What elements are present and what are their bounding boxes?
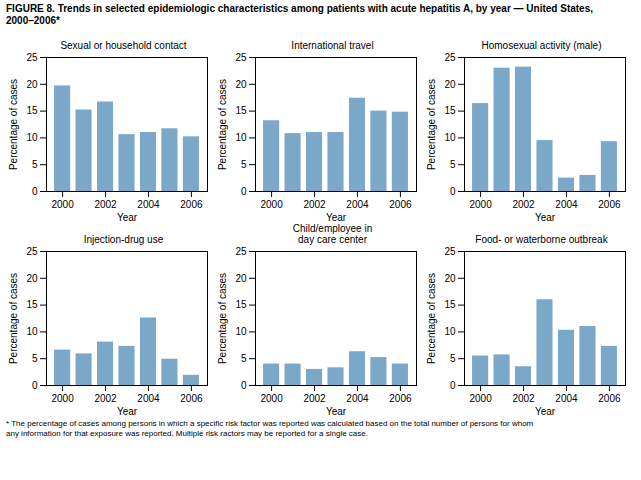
svg-text:10: 10 [444, 326, 456, 337]
svg-text:Percentage of cases: Percentage of cases [426, 79, 437, 170]
svg-text:25: 25 [26, 246, 38, 257]
svg-text:2000: 2000 [260, 393, 283, 404]
svg-text:0: 0 [241, 380, 247, 391]
svg-text:5: 5 [32, 353, 38, 364]
svg-text:2000: 2000 [260, 199, 283, 210]
svg-text:Year: Year [117, 406, 138, 417]
svg-text:2006: 2006 [180, 199, 203, 210]
svg-text:0: 0 [241, 186, 247, 197]
svg-text:0: 0 [32, 380, 38, 391]
html-text:Homosexual activity (male): Homosexual activity (male) [481, 40, 602, 51]
svg-text:2004: 2004 [346, 199, 369, 210]
svg-text:20: 20 [235, 273, 247, 284]
svg-text:2002: 2002 [303, 199, 326, 210]
svg-text:2000: 2000 [469, 199, 492, 210]
html-text:Food- or waterborne outbreak: Food- or waterborne outbreak [475, 234, 608, 245]
svg-text:2006: 2006 [180, 393, 203, 404]
html-text:FIGURE 8. Trends in selected e: FIGURE 8. Trends in selected epidemiolog… [6, 3, 593, 26]
svg-text:2006: 2006 [598, 393, 621, 404]
svg-text:Year: Year [535, 406, 556, 417]
svg-text:2000: 2000 [51, 393, 74, 404]
svg-text:5: 5 [241, 353, 247, 364]
svg-text:25: 25 [235, 246, 247, 257]
svg-text:20: 20 [444, 273, 456, 284]
svg-text:15: 15 [26, 299, 38, 310]
html-text:Injection-drug use: Injection-drug use [83, 234, 164, 245]
svg-text:Percentage of cases: Percentage of cases [217, 273, 228, 364]
svg-text:15: 15 [444, 299, 456, 310]
svg-text:2006: 2006 [389, 199, 412, 210]
svg-text:25: 25 [444, 52, 456, 63]
svg-text:0: 0 [32, 186, 38, 197]
svg-text:5: 5 [241, 159, 247, 170]
svg-text:5: 5 [450, 353, 456, 364]
svg-text:2002: 2002 [94, 393, 117, 404]
html-text:* The percentage of cases amon: * The percentage of cases among persons … [6, 419, 534, 438]
svg-text:5: 5 [32, 159, 38, 170]
svg-text:10: 10 [444, 132, 456, 143]
html-text:Child/employee in day care cen: Child/employee in day care center [292, 223, 373, 245]
svg-text:10: 10 [26, 132, 38, 143]
svg-text:Year: Year [326, 212, 347, 223]
svg-text:Year: Year [117, 212, 138, 223]
svg-text:2002: 2002 [94, 199, 117, 210]
svg-text:15: 15 [444, 105, 456, 116]
svg-text:15: 15 [26, 105, 38, 116]
svg-text:2002: 2002 [512, 393, 535, 404]
svg-text:20: 20 [26, 273, 38, 284]
svg-text:Percentage of cases: Percentage of cases [8, 79, 19, 170]
svg-text:20: 20 [444, 79, 456, 90]
svg-text:Percentage of cases: Percentage of cases [217, 79, 228, 170]
svg-text:Year: Year [535, 212, 556, 223]
svg-text:15: 15 [235, 299, 247, 310]
svg-text:Percentage of cases: Percentage of cases [426, 273, 437, 364]
svg-text:2002: 2002 [512, 199, 535, 210]
svg-text:10: 10 [235, 326, 247, 337]
svg-text:2004: 2004 [555, 393, 578, 404]
svg-text:2006: 2006 [598, 199, 621, 210]
svg-text:0: 0 [450, 380, 456, 391]
svg-text:20: 20 [235, 79, 247, 90]
svg-text:10: 10 [26, 326, 38, 337]
svg-text:2000: 2000 [469, 393, 492, 404]
svg-text:2004: 2004 [137, 393, 160, 404]
svg-text:2002: 2002 [303, 393, 326, 404]
html-text:Sexual or household contact: Sexual or household contact [60, 40, 187, 51]
svg-text:2004: 2004 [555, 199, 578, 210]
svg-text:2004: 2004 [346, 393, 369, 404]
svg-text:15: 15 [235, 105, 247, 116]
html-text:International travel: International travel [291, 40, 374, 51]
svg-text:0: 0 [450, 186, 456, 197]
svg-text:25: 25 [444, 246, 456, 257]
svg-text:2006: 2006 [389, 393, 412, 404]
svg-text:10: 10 [235, 132, 247, 143]
svg-text:Percentage of cases: Percentage of cases [8, 273, 19, 364]
svg-text:Year: Year [326, 406, 347, 417]
svg-text:25: 25 [26, 52, 38, 63]
svg-text:20: 20 [26, 79, 38, 90]
svg-text:2004: 2004 [137, 199, 160, 210]
svg-text:2000: 2000 [51, 199, 74, 210]
svg-text:25: 25 [235, 52, 247, 63]
svg-text:5: 5 [450, 159, 456, 170]
